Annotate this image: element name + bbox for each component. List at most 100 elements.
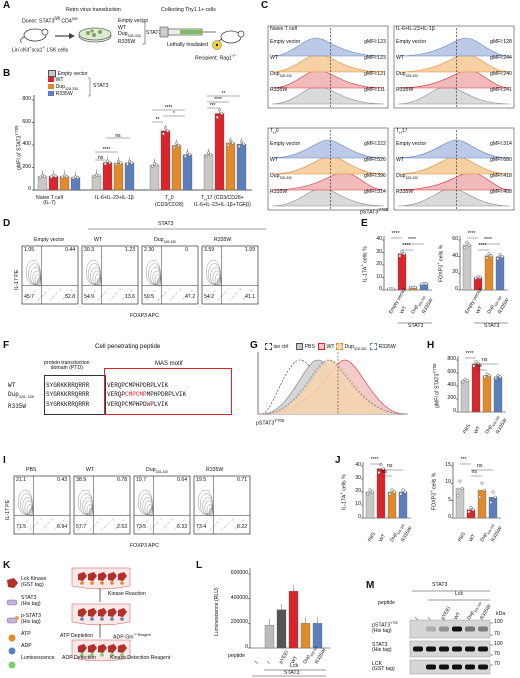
panel-label-a: A xyxy=(3,0,11,11)
i-flow-frame xyxy=(133,475,191,535)
d-quad-value: 54.2 xyxy=(204,294,215,300)
i-event-dot xyxy=(167,523,169,525)
i-event-dot xyxy=(93,525,95,527)
d-event-dot xyxy=(40,296,42,298)
i-event-dot xyxy=(217,521,219,523)
j-left-ytick-label: 10 xyxy=(355,501,361,507)
c-gmfi-value: gMFI:241 xyxy=(490,87,512,93)
d-event-dot xyxy=(93,291,95,293)
i-event-dot xyxy=(209,529,211,531)
d-event-dot xyxy=(187,293,189,295)
b-sig-label: ** xyxy=(156,117,160,123)
i-contour xyxy=(89,507,94,517)
j-right-sig-label: ns xyxy=(477,463,483,469)
d-flow-plot xyxy=(141,245,199,305)
c-histograms xyxy=(267,25,515,211)
i-event-dot xyxy=(107,523,109,525)
d-event-dot xyxy=(149,295,151,297)
c-histogram-curve xyxy=(271,139,385,159)
j-right-ytick-label: 0 xyxy=(448,514,451,520)
j-left-sig-label: ns xyxy=(381,469,387,475)
d-event-dot xyxy=(27,297,29,299)
i-event-dot xyxy=(44,526,46,528)
d-event-dot xyxy=(171,297,173,299)
b-dot xyxy=(150,164,154,168)
i-quad-value: 6.33 xyxy=(177,524,188,530)
i-quad-value: 21.1 xyxy=(16,477,27,483)
d-event-dot xyxy=(147,297,149,299)
c-gmfi-value: gMFI:123 xyxy=(364,39,386,45)
i-event-dot xyxy=(236,526,238,528)
d-event-dot xyxy=(173,295,175,297)
i-event-dot xyxy=(213,525,215,527)
j-right-dot xyxy=(493,495,497,499)
c-histogram-curve xyxy=(397,139,511,159)
irradiated-label: Lethally irradiated xyxy=(167,42,208,48)
i-event-dot xyxy=(78,528,80,530)
b-dot xyxy=(43,174,47,179)
e-right-dot xyxy=(487,252,491,256)
seq-mas: VERQPCMPHPDRPLVIK VERQPCMPCMPMPHPDRPLVIK… xyxy=(107,382,187,408)
i-event-dot xyxy=(138,528,140,530)
m-band xyxy=(439,626,449,632)
b-chart: ns****ns**************** xyxy=(32,91,252,191)
c-title: IL-6+IL-23+IL-1β xyxy=(396,26,435,32)
l-ytick-label: 200000 xyxy=(230,619,248,626)
i-flow-title: Dup328-330 xyxy=(146,467,168,475)
b-sig-label: ** xyxy=(222,91,226,97)
d-event-dot xyxy=(56,292,58,294)
i-event-dot xyxy=(97,521,99,523)
b-ytick-label: 600 xyxy=(22,118,31,125)
d-event-dot xyxy=(98,298,100,300)
j-left-dot xyxy=(377,471,381,475)
c-title: TH0 xyxy=(270,128,279,136)
e-right-sig-label: **** xyxy=(478,243,487,249)
i-event-dot xyxy=(41,529,43,531)
b-xlabel-4: TH17 (CD3/CD28+ IL-6+IL-23+IL-1β+TGFβ) xyxy=(194,195,251,208)
d-event-dot xyxy=(239,289,241,291)
b-dot xyxy=(166,129,170,133)
d-event-dot xyxy=(184,296,186,298)
d-xlabel: FOXP3 APC xyxy=(130,313,159,319)
d-event-dot xyxy=(48,288,50,290)
e-left-dot xyxy=(413,285,417,289)
m-marker: 70 xyxy=(494,631,500,637)
i-event-dot xyxy=(101,529,103,531)
h-dot xyxy=(487,374,491,378)
d-event-dot xyxy=(66,294,68,296)
j-right-dot xyxy=(480,481,484,485)
i-event-dot xyxy=(178,524,180,526)
syringe-icon xyxy=(159,26,216,38)
i-event-dot xyxy=(26,520,28,522)
i-event-dot xyxy=(157,521,159,523)
b-ytick-label: 800 xyxy=(22,96,31,102)
b-dot xyxy=(204,154,208,158)
i-event-dot xyxy=(123,519,125,521)
i-event-dot xyxy=(96,522,98,524)
panel-label-j: J xyxy=(335,455,341,466)
i-event-dot xyxy=(105,525,107,527)
b-dot xyxy=(60,175,64,179)
b-dot xyxy=(65,174,69,178)
petri-dish-icon xyxy=(78,27,112,43)
i-event-dot xyxy=(63,519,65,521)
b-dot xyxy=(127,159,132,164)
h-dot xyxy=(483,375,487,379)
m-band xyxy=(465,664,475,670)
i-event-dot xyxy=(33,525,35,527)
j-left-dot xyxy=(403,490,407,494)
j-right-dot xyxy=(489,500,493,504)
e-left-ytick-label: 20 xyxy=(376,261,382,267)
m-row-label: STAT3 (His tag) xyxy=(372,642,392,654)
b-dot xyxy=(237,144,241,148)
h-ytick-label: 800 xyxy=(447,356,456,362)
m-peptide-label: peptide xyxy=(378,600,396,606)
i-event-dot xyxy=(156,522,158,524)
d-event-dot xyxy=(169,299,171,301)
c-row-label: R335W xyxy=(270,87,288,93)
donor-label: Donor: STAT3fl/fl CD4cre xyxy=(22,16,78,25)
d-event-dot xyxy=(233,295,235,297)
d-event-dot xyxy=(112,296,114,298)
i-event-dot xyxy=(85,521,87,523)
k-molecule xyxy=(80,653,84,657)
